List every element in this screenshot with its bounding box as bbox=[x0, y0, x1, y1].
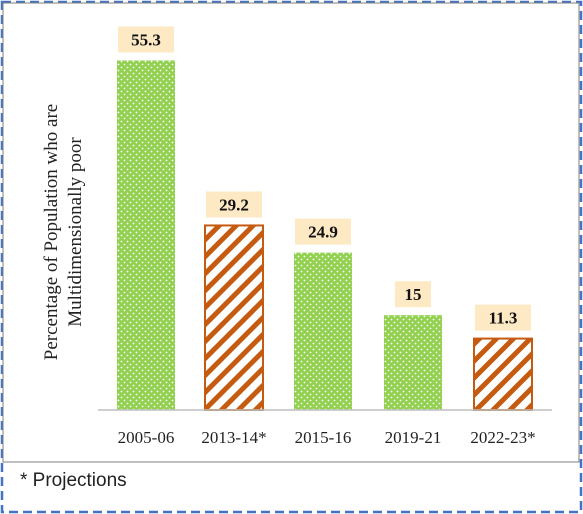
bar-2005-06 bbox=[117, 60, 175, 411]
y-axis-title: Percentage of Population who are Multidim… bbox=[41, 104, 86, 360]
data-label: 15 bbox=[405, 285, 422, 304]
data-label: 24.9 bbox=[308, 223, 338, 242]
data-label-box bbox=[206, 191, 262, 218]
data-label-box bbox=[118, 26, 174, 53]
data-label-box bbox=[295, 218, 351, 245]
y-axis-title-line: Multidimensionally poor bbox=[65, 137, 86, 327]
x-tick-label: 2015-16 bbox=[295, 428, 352, 447]
y-axis-title-line: Percentage of Population who are bbox=[41, 104, 62, 360]
bar-2015-16 bbox=[294, 252, 352, 410]
bar-2013-14* bbox=[204, 224, 264, 411]
inner-border bbox=[2, 2, 580, 463]
x-tick-label: 2019-21 bbox=[385, 428, 442, 447]
data-label-box bbox=[475, 304, 531, 331]
data-label: 11.3 bbox=[489, 309, 518, 328]
x-tick-label: 2005-06 bbox=[118, 428, 175, 447]
bar-2022-23* bbox=[473, 337, 533, 412]
x-tick-label: 2013-14* bbox=[201, 428, 266, 447]
data-label: 55.3 bbox=[131, 31, 161, 50]
data-label-box bbox=[395, 281, 431, 308]
data-label: 29.2 bbox=[219, 195, 249, 214]
footnote: * Projections bbox=[20, 470, 127, 491]
bar-2019-21 bbox=[384, 315, 442, 410]
x-tick-label: 2022-23* bbox=[470, 428, 535, 447]
